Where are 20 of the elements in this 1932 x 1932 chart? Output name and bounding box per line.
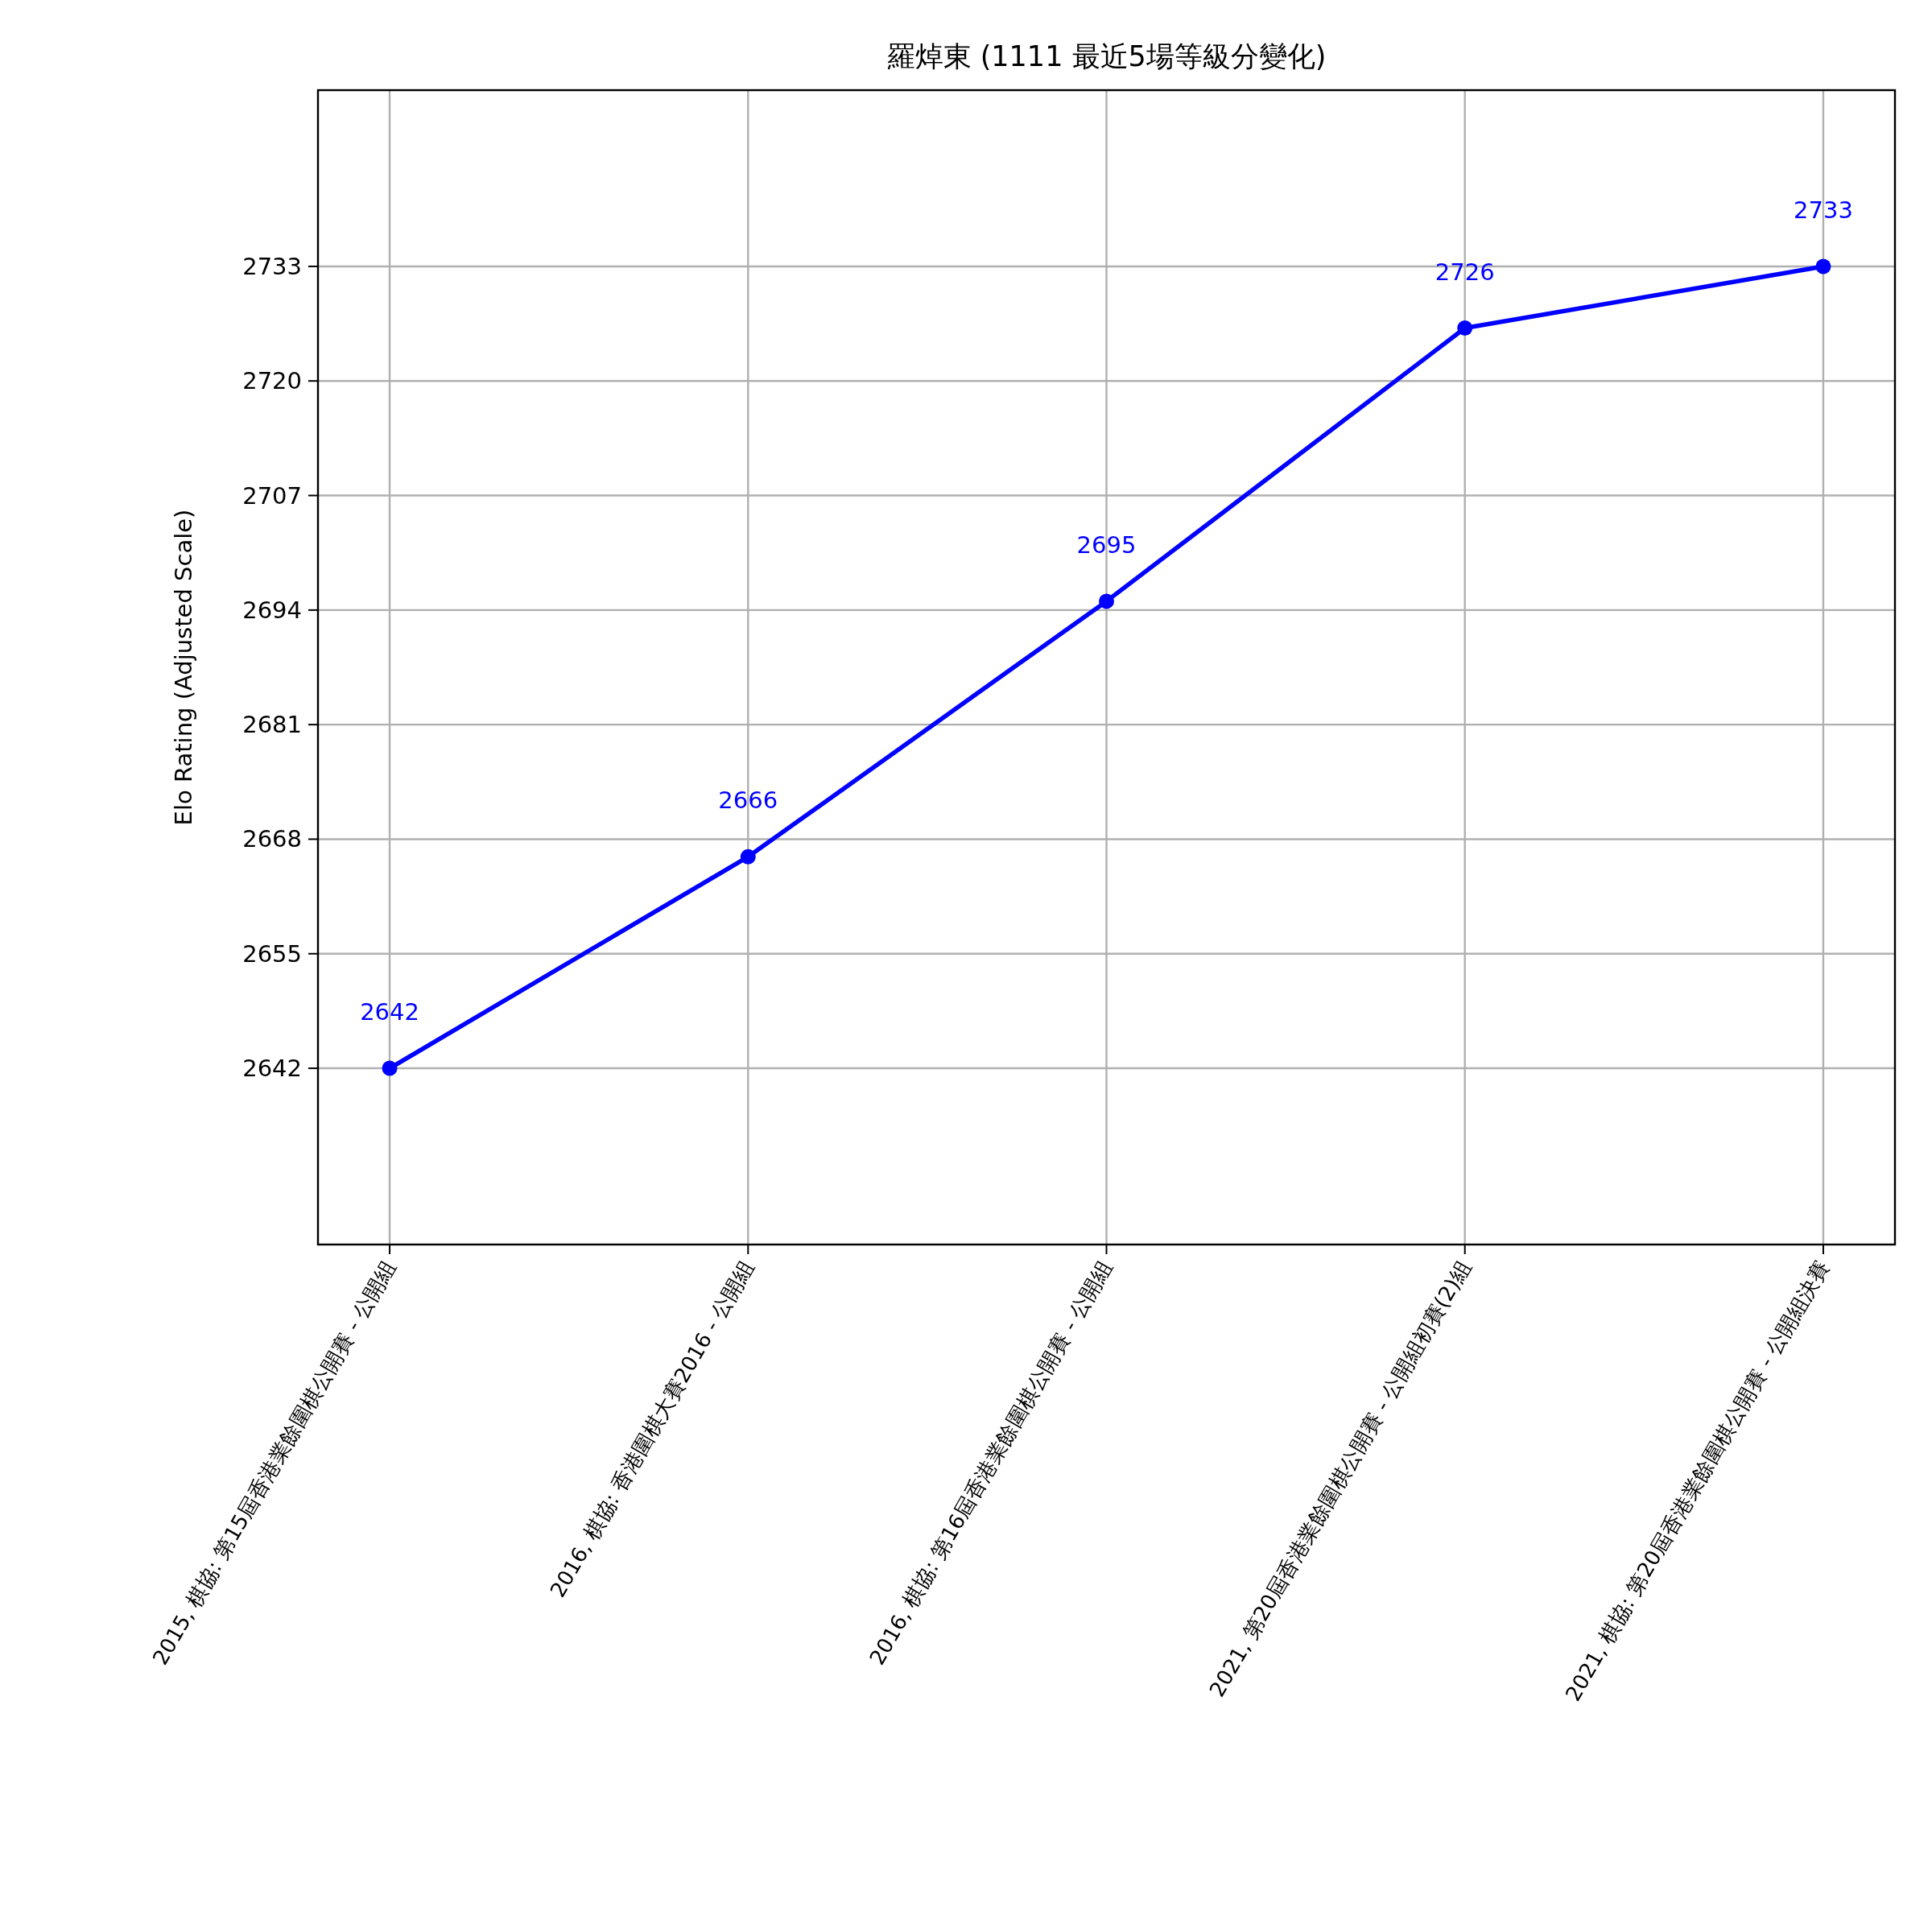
point [1457,320,1473,336]
title: 羅焯東 (1111 最近5場等級分變化) [886,40,1327,72]
ytick-label: 2668 [242,825,302,853]
data-label: 2642 [360,998,419,1026]
point [1815,258,1831,275]
ytick-label: 2694 [242,596,302,624]
point [1099,593,1114,609]
data-label: 2733 [1794,196,1853,224]
data-label: 2726 [1435,258,1495,286]
data-label: 2695 [1076,530,1137,559]
ytick-label: 2733 [242,252,302,280]
ylabel: Elo Rating (Adjusted Scale) [170,509,197,826]
ytick-label: 2720 [242,367,302,395]
ytick-label: 2681 [242,711,302,739]
ytick-label: 2655 [242,939,302,968]
point [740,848,756,865]
data-label: 2666 [718,786,778,815]
ytick-label: 2707 [242,481,302,510]
point [382,1060,398,1076]
ytick-label: 2642 [242,1055,302,1083]
